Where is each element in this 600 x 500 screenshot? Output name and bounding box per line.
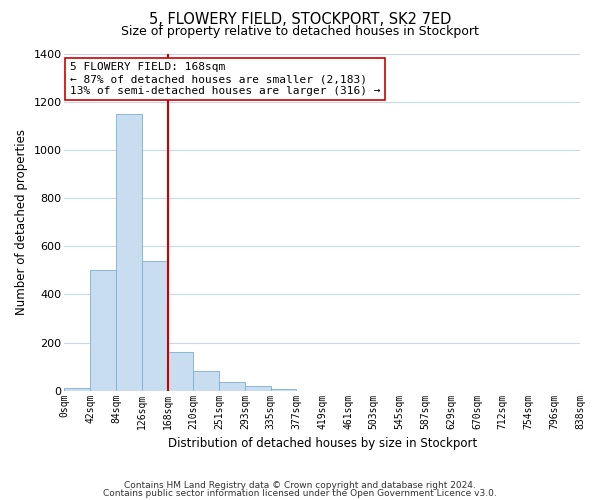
- Text: 5 FLOWERY FIELD: 168sqm
← 87% of detached houses are smaller (2,183)
13% of semi: 5 FLOWERY FIELD: 168sqm ← 87% of detache…: [70, 62, 380, 96]
- Text: Size of property relative to detached houses in Stockport: Size of property relative to detached ho…: [121, 25, 479, 38]
- Bar: [245, 386, 271, 390]
- Bar: [64, 388, 90, 390]
- Text: Contains HM Land Registry data © Crown copyright and database right 2024.: Contains HM Land Registry data © Crown c…: [124, 481, 476, 490]
- Bar: [167, 352, 193, 391]
- Y-axis label: Number of detached properties: Number of detached properties: [15, 130, 28, 316]
- Bar: [142, 261, 167, 390]
- X-axis label: Distribution of detached houses by size in Stockport: Distribution of detached houses by size …: [167, 437, 477, 450]
- Text: 5, FLOWERY FIELD, STOCKPORT, SK2 7ED: 5, FLOWERY FIELD, STOCKPORT, SK2 7ED: [149, 12, 451, 28]
- Bar: [193, 372, 219, 390]
- Text: Contains public sector information licensed under the Open Government Licence v3: Contains public sector information licen…: [103, 490, 497, 498]
- Bar: [90, 270, 116, 390]
- Bar: [116, 114, 142, 390]
- Bar: [219, 382, 245, 390]
